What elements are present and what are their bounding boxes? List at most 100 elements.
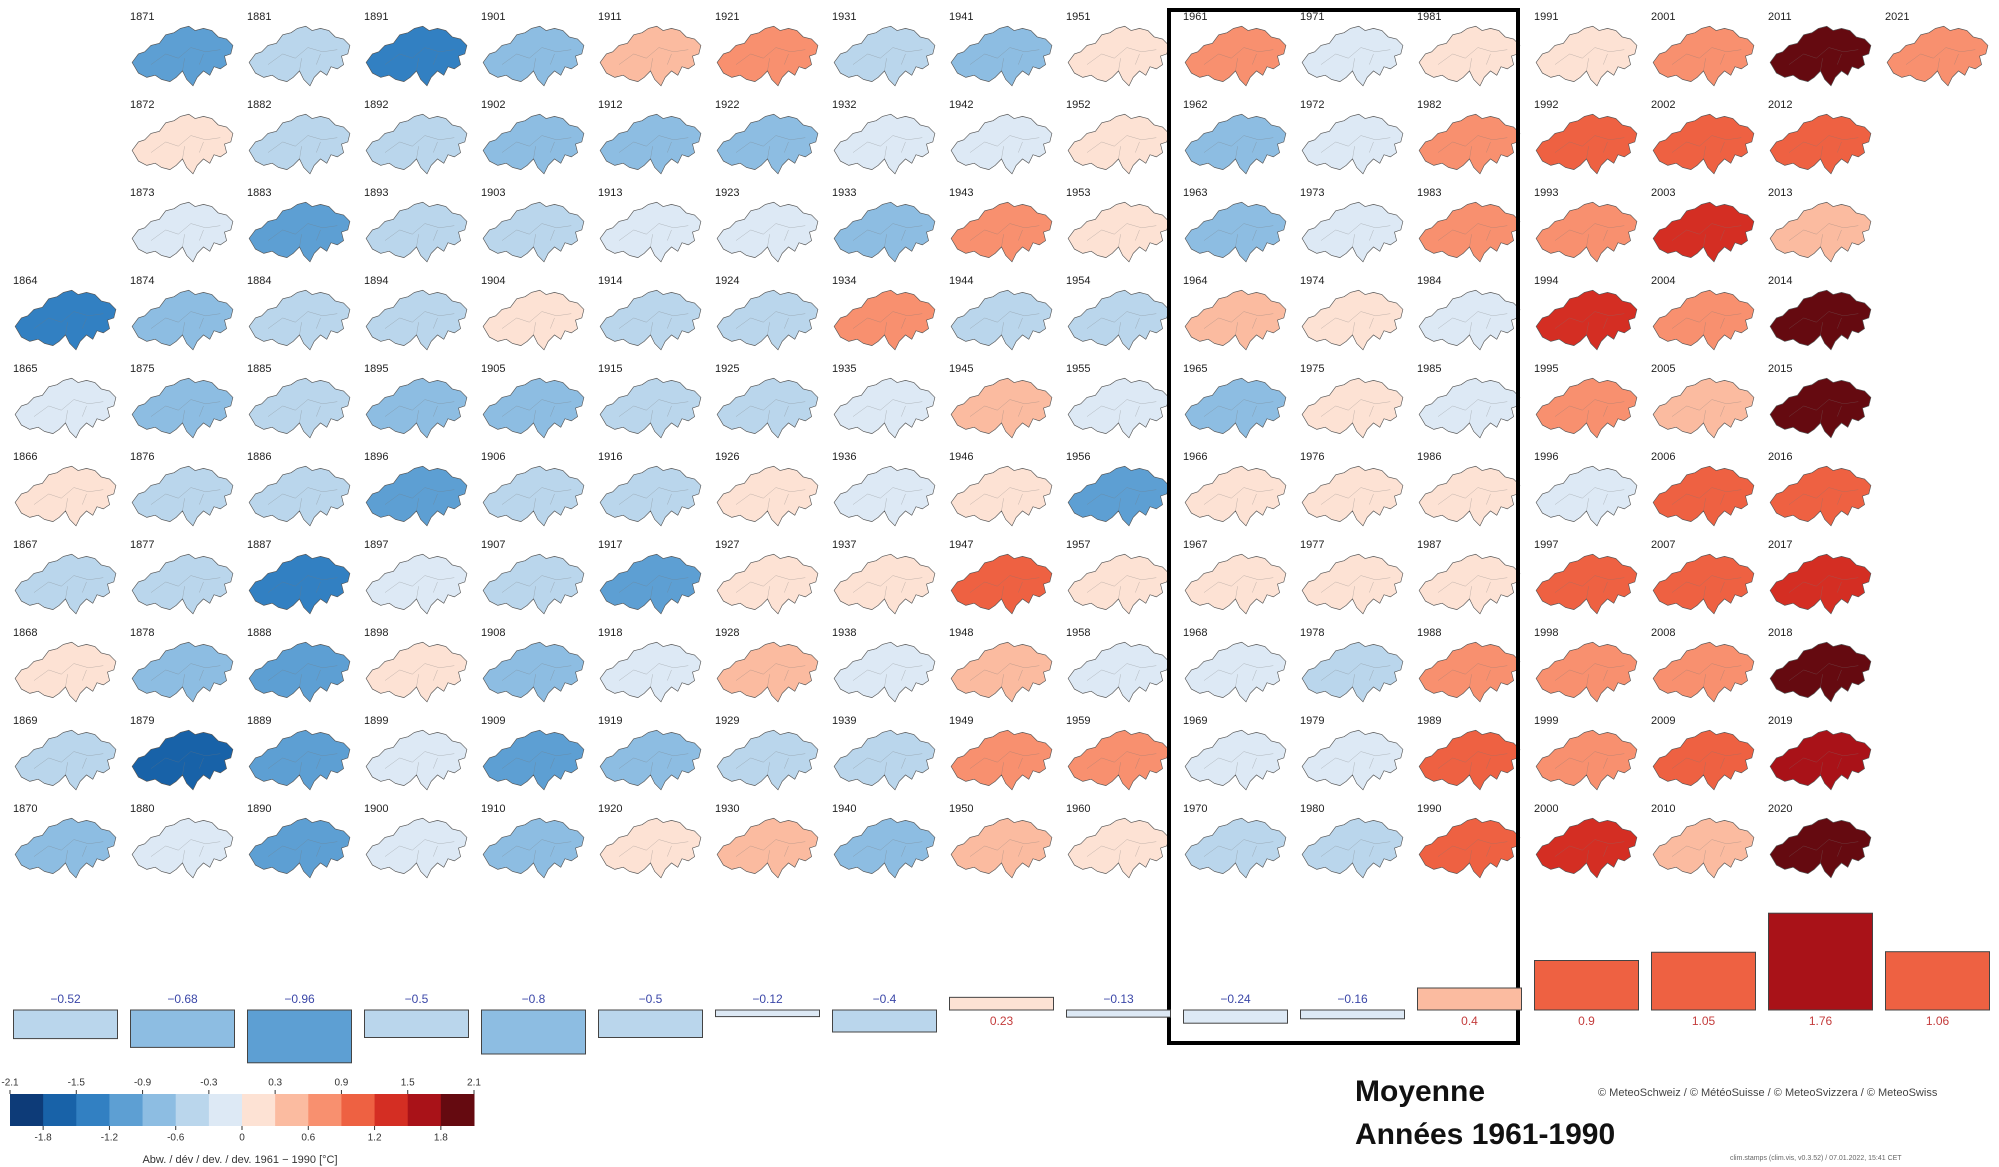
map [1418, 465, 1521, 527]
map [1769, 201, 1872, 263]
year-label: 1895 [364, 363, 388, 375]
year-label: 1926 [715, 451, 739, 463]
map-shape [482, 201, 585, 263]
map [950, 201, 1053, 263]
year-label: 1865 [13, 363, 37, 375]
bar-label: 1.06 [1926, 1014, 1950, 1028]
year-label: 1948 [949, 627, 973, 639]
map-borders [1554, 399, 1625, 423]
map [1067, 641, 1170, 703]
map-borders [1788, 663, 1859, 687]
bar [949, 996, 1054, 1011]
bar [1651, 951, 1756, 1011]
map-shape [1535, 729, 1638, 791]
map [1067, 377, 1170, 439]
map [1535, 465, 1638, 527]
map [365, 729, 468, 791]
map-borders [267, 399, 338, 423]
map-shape [950, 641, 1053, 703]
map-borders [969, 839, 1040, 863]
year-label: 1996 [1534, 451, 1558, 463]
year-label: 1898 [364, 627, 388, 639]
map-borders [501, 135, 572, 159]
year-label: 2017 [1768, 539, 1792, 551]
map-shape [1769, 729, 1872, 791]
year-label: 1922 [715, 99, 739, 111]
map-borders [969, 223, 1040, 247]
year-label: 1866 [13, 451, 37, 463]
year-label: 1912 [598, 99, 622, 111]
map-borders [150, 223, 221, 247]
map-borders [501, 399, 572, 423]
year-label: 1906 [481, 451, 505, 463]
year-label: 1975 [1300, 363, 1324, 375]
map-shape [1418, 201, 1521, 263]
year-label: 1953 [1066, 187, 1090, 199]
map-borders [1203, 47, 1274, 71]
colorbar-tick-label: 1.8 [434, 1133, 448, 1144]
map [599, 289, 702, 351]
map-borders [618, 47, 689, 71]
year-label: 1940 [832, 803, 856, 815]
year-label: 1943 [949, 187, 973, 199]
bar [1183, 1009, 1288, 1024]
year-label: 1938 [832, 627, 856, 639]
map [1301, 201, 1404, 263]
map [1184, 729, 1287, 791]
copyright: © MeteoSchweiz / © MétéoSuisse / © Meteo… [1598, 1087, 1938, 1099]
map-borders [1320, 663, 1391, 687]
map-borders [969, 487, 1040, 511]
map-borders [1203, 223, 1274, 247]
map-shape [1652, 553, 1755, 615]
year-label: 2002 [1651, 99, 1675, 111]
map [248, 729, 351, 791]
map [248, 465, 351, 527]
map [482, 641, 585, 703]
year-label: 1892 [364, 99, 388, 111]
map-shape [1301, 817, 1404, 879]
map [599, 25, 702, 87]
map-shape [365, 289, 468, 351]
map-borders [267, 751, 338, 775]
map [482, 465, 585, 527]
year-label: 1977 [1300, 539, 1324, 551]
map-shape [365, 201, 468, 263]
map-borders [618, 663, 689, 687]
map-shape [482, 25, 585, 87]
year-label: 2004 [1651, 275, 1675, 287]
map-borders [1788, 575, 1859, 599]
year-label: 1881 [247, 11, 271, 23]
map-shape [1886, 25, 1989, 87]
year-label: 1927 [715, 539, 739, 551]
year-label: 1872 [130, 99, 154, 111]
map-shape [1301, 465, 1404, 527]
map-borders [1086, 839, 1157, 863]
year-label: 1949 [949, 715, 973, 727]
year-label: 1878 [130, 627, 154, 639]
map-borders [33, 399, 104, 423]
map-shape [14, 289, 117, 351]
map [1652, 729, 1755, 791]
map-borders [384, 575, 455, 599]
year-label: 1973 [1300, 187, 1324, 199]
reference-frame [1167, 8, 1520, 1045]
map-borders [852, 663, 923, 687]
map-shape [1418, 729, 1521, 791]
colorbar-tick-label: 0 [239, 1133, 245, 1144]
map [716, 201, 819, 263]
map-borders [1320, 311, 1391, 335]
bar [130, 1009, 235, 1048]
map-borders [1320, 135, 1391, 159]
map [1067, 729, 1170, 791]
map-shape [1184, 641, 1287, 703]
map-shape [14, 729, 117, 791]
map-shape [1301, 729, 1404, 791]
map-shape [1769, 465, 1872, 527]
year-label: 1974 [1300, 275, 1324, 287]
map [950, 25, 1053, 87]
map-shape [950, 729, 1053, 791]
bar [598, 1009, 703, 1038]
map-shape [833, 113, 936, 175]
colorbar-tick-label: -1.2 [101, 1133, 119, 1144]
